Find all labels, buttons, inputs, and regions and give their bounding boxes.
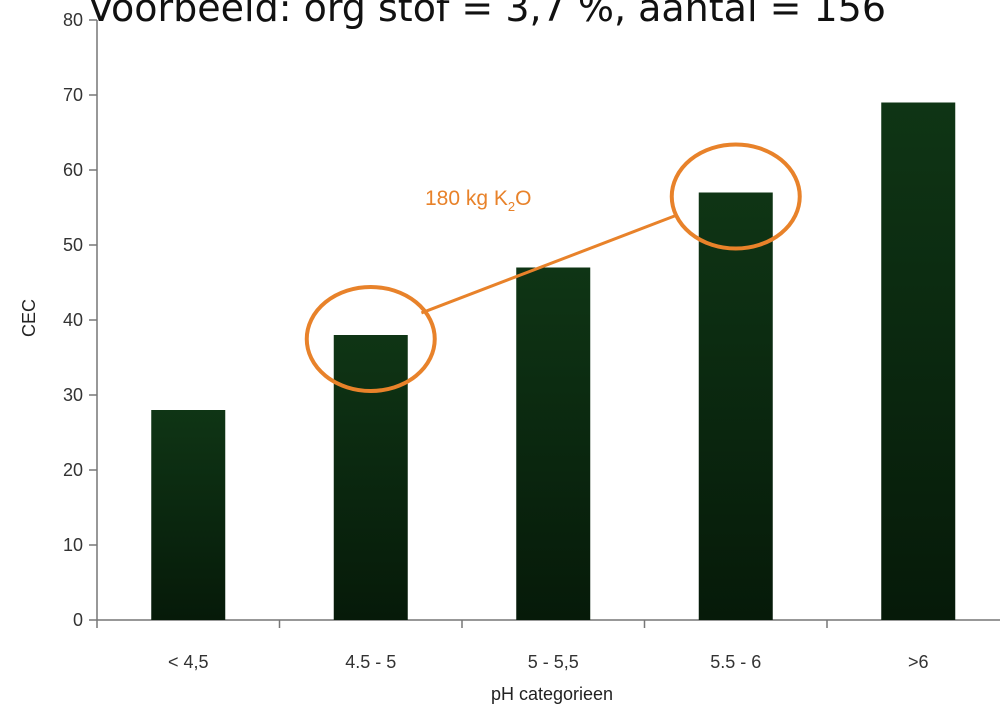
annotation-label: 180 kg K2O <box>425 187 531 214</box>
y-tick-label: 0 <box>73 610 83 630</box>
x-tick-label: 5 - 5,5 <box>528 652 579 672</box>
highlight-ellipse <box>304 285 437 393</box>
bar <box>516 267 591 620</box>
bar <box>881 102 956 620</box>
x-tick-label: 5.5 - 6 <box>710 652 761 672</box>
x-tick-label: 4.5 - 5 <box>345 652 396 672</box>
chart-title: Voorbeeld: org stof = 3,7 %, aantal = 15… <box>88 0 887 30</box>
y-tick-label: 10 <box>63 535 83 555</box>
y-tick-label: 80 <box>63 10 83 30</box>
x-axis: < 4,5 4.5 - 5 5 - 5,5 5.5 - 6 >6 <box>96 619 1000 672</box>
bar <box>151 410 226 620</box>
highlight-ellipse <box>669 142 802 251</box>
y-tick-label: 70 <box>63 85 83 105</box>
y-tick-label: 40 <box>63 310 83 330</box>
y-tick-label: 20 <box>63 460 83 480</box>
annotation-connector <box>420 214 677 315</box>
bar <box>698 192 773 620</box>
y-tick-label: 30 <box>63 385 83 405</box>
x-tick-label: < 4,5 <box>168 652 209 672</box>
y-tick-label: 50 <box>63 235 83 255</box>
x-tick-label: >6 <box>908 652 929 672</box>
x-axis-label: pH categorieen <box>491 684 613 704</box>
y-axis-label: CEC <box>19 299 39 337</box>
annotation: 180 kg K2O <box>304 142 802 393</box>
y-tick-label: 60 <box>63 160 83 180</box>
y-axis: 0 10 20 30 40 50 60 70 80 <box>63 10 98 630</box>
bars <box>151 102 956 620</box>
bar <box>333 335 408 620</box>
